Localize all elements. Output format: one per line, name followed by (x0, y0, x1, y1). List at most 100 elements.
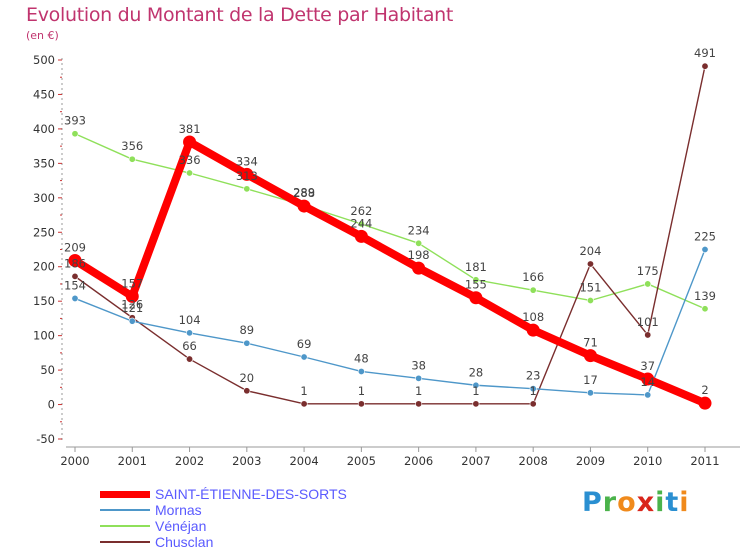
data-label-chusclan: 186 (64, 256, 86, 270)
data-label-mornas: 69 (297, 337, 312, 351)
data-label-saint-etienne: 108 (522, 310, 544, 324)
data-label-chusclan: 1 (530, 384, 537, 398)
data-point-saint-etienne (354, 229, 368, 243)
data-point-mornas (586, 389, 594, 397)
data-point-chusclan (186, 355, 194, 363)
x-tick-label: 2005 (347, 454, 376, 468)
data-point-venejan (128, 155, 136, 163)
data-label-chusclan: 101 (637, 315, 659, 329)
data-point-saint-etienne (297, 199, 311, 213)
data-point-chusclan (300, 400, 308, 408)
data-point-venejan (71, 130, 79, 138)
series-line-venejan (74, 133, 706, 310)
data-point-chusclan (586, 260, 594, 268)
data-label-saint-etienne: 209 (64, 241, 86, 255)
data-label-venejan: 356 (121, 139, 143, 153)
y-tick-label: 100 (33, 329, 55, 343)
legend-item: Chusclan (100, 534, 347, 550)
data-point-mornas (357, 367, 365, 375)
data-label-chusclan: 1 (358, 384, 365, 398)
data-label-venejan: 393 (64, 114, 86, 128)
data-point-venejan (415, 239, 423, 247)
data-point-mornas (300, 353, 308, 361)
data-label-venejan: 139 (694, 289, 716, 303)
data-point-mornas (701, 246, 709, 254)
data-label-venejan: 151 (579, 280, 601, 294)
data-label-mornas: 14 (640, 375, 655, 389)
chart-title: Evolution du Montant de la Dette par Hab… (26, 4, 454, 26)
y-tick-label: 450 (33, 87, 55, 101)
data-point-mornas (529, 385, 537, 393)
data-point-saint-etienne (583, 349, 597, 363)
y-tick-label: 50 (40, 363, 55, 377)
data-point-chusclan (243, 387, 251, 395)
data-point-chusclan (529, 400, 537, 408)
logo-letter: P (582, 487, 603, 518)
data-label-chusclan: 491 (694, 46, 716, 60)
data-label-venejan: 175 (637, 264, 659, 278)
y-tick-label: 200 (33, 260, 55, 274)
data-point-saint-etienne (125, 289, 139, 303)
data-label-chusclan: 1 (415, 384, 422, 398)
data-point-venejan (243, 185, 251, 193)
x-tick-label: 2001 (118, 454, 147, 468)
data-point-chusclan (644, 331, 652, 339)
x-tick-label: 2004 (289, 454, 318, 468)
data-point-saint-etienne (68, 254, 82, 268)
logo-letter: r (602, 487, 618, 518)
x-tick-label: 2009 (576, 454, 605, 468)
data-point-saint-etienne (183, 135, 197, 149)
series-line-saint-etienne (71, 138, 709, 408)
y-tick-label: 500 (33, 53, 55, 67)
data-label-saint-etienne: 244 (350, 216, 372, 230)
data-point-venejan (586, 296, 594, 304)
y-tick-label: 300 (33, 191, 55, 205)
logo-letter: o (617, 487, 637, 518)
data-point-saint-etienne (412, 261, 426, 275)
data-label-venejan: 181 (465, 260, 487, 274)
data-label-saint-etienne: 381 (179, 122, 201, 136)
data-label-venejan: 166 (522, 270, 544, 284)
data-point-venejan (186, 169, 194, 177)
x-tick-label: 2010 (633, 454, 662, 468)
data-label-mornas: 38 (411, 358, 426, 372)
data-point-chusclan (415, 400, 423, 408)
data-point-mornas (71, 294, 79, 302)
data-label-saint-etienne: 71 (583, 336, 598, 350)
legend: SAINT-ÉTIENNE-DES-SORTS Mornas Vénéjan Chus… (100, 486, 347, 550)
data-point-venejan (472, 276, 480, 284)
data-label-mornas: 48 (354, 351, 369, 365)
data-point-chusclan (701, 62, 709, 70)
chart-unit: (en €) (26, 29, 59, 42)
legend-item: Vénéjan (100, 518, 347, 534)
y-tick-label: 250 (33, 225, 55, 239)
x-tick-label: 2000 (60, 454, 89, 468)
logo-letter: i (655, 487, 666, 518)
data-point-venejan (529, 286, 537, 294)
data-point-chusclan (357, 400, 365, 408)
data-point-venejan (644, 280, 652, 288)
data-label-mornas: 225 (694, 230, 716, 244)
data-label-chusclan: 20 (239, 371, 254, 385)
data-point-saint-etienne (641, 372, 655, 386)
data-point-saint-etienne (469, 291, 483, 305)
x-tick-label: 2011 (690, 454, 719, 468)
data-point-mornas (415, 374, 423, 382)
series-line-mornas (74, 248, 706, 396)
data-label-mornas: 121 (121, 301, 143, 315)
legend-label: SAINT-ÉTIENNE-DES-SORTS (155, 486, 347, 502)
data-label-saint-etienne: 37 (640, 359, 655, 373)
legend-label: Mornas (155, 502, 202, 518)
data-point-chusclan (71, 272, 79, 280)
logo-letter: x (636, 487, 656, 518)
legend-swatch (100, 490, 150, 498)
legend-item: Mornas (100, 502, 347, 518)
logo-letter: i (679, 487, 690, 518)
x-tick-label: 2008 (519, 454, 548, 468)
data-point-mornas (128, 317, 136, 325)
legend-swatch (100, 541, 150, 543)
y-tick-label: 150 (33, 294, 55, 308)
x-tick-label: 2007 (461, 454, 490, 468)
y-tick-label: 400 (33, 122, 55, 136)
